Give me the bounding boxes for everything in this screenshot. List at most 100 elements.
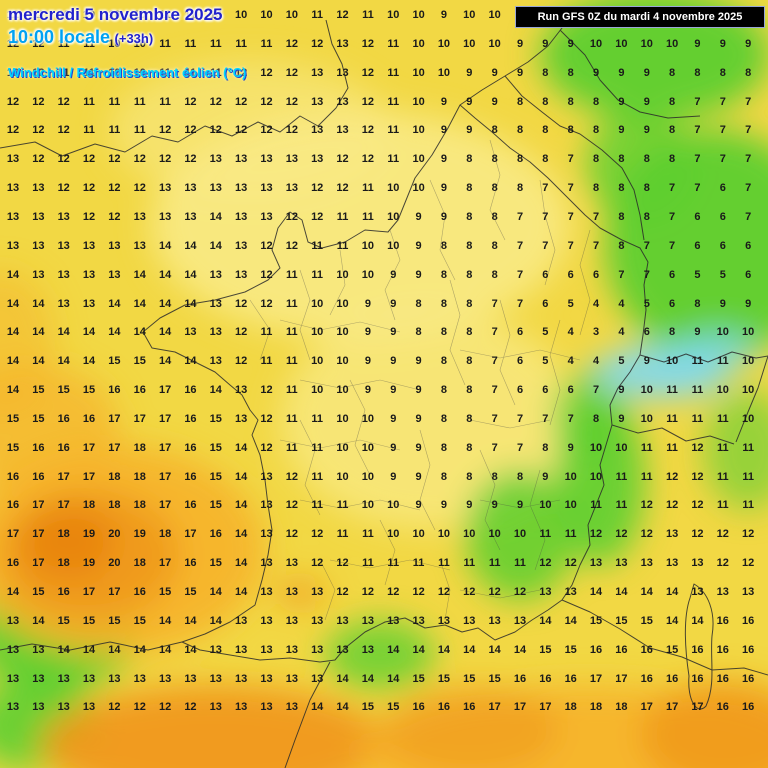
grid-value: 13 xyxy=(285,701,298,714)
grid-value: 13 xyxy=(57,297,70,310)
grid-value: 12 xyxy=(336,153,349,166)
grid-value: 13 xyxy=(463,614,476,627)
grid-value: 13 xyxy=(691,557,704,570)
grid-value: 9 xyxy=(440,124,447,137)
grid-value: 12 xyxy=(32,124,45,137)
grid-value: 14 xyxy=(184,268,197,281)
grid-value: 12 xyxy=(615,528,628,541)
grid-value: 10 xyxy=(412,95,425,108)
grid-value: 12 xyxy=(184,95,197,108)
grid-value: 15 xyxy=(589,614,603,627)
grid-value: 18 xyxy=(133,470,146,483)
grid-value: 10 xyxy=(412,182,425,195)
grid-value: 17 xyxy=(108,586,121,598)
grid-value: 11 xyxy=(362,557,374,570)
grid-value: 15 xyxy=(82,384,96,397)
grid-value: 13 xyxy=(311,672,324,685)
grid-value: 17 xyxy=(589,672,603,685)
grid-value: 19 xyxy=(82,557,96,570)
grid-value: 12 xyxy=(336,557,349,570)
grid-value: 13 xyxy=(285,586,298,598)
grid-value: 9 xyxy=(694,326,701,339)
grid-value: 12 xyxy=(57,95,70,108)
grid-value: 9 xyxy=(618,384,625,397)
grid-value: 10 xyxy=(387,239,400,252)
grid-value: 15 xyxy=(209,412,222,425)
grid-value: 16 xyxy=(640,672,653,685)
grid-value: 13 xyxy=(184,182,197,195)
grid-value: 15 xyxy=(108,355,121,368)
grid-value: 5 xyxy=(643,297,650,310)
grid-value: 12 xyxy=(108,182,121,195)
grid-value: 10 xyxy=(336,326,349,339)
grid-value: 7 xyxy=(516,210,524,223)
grid-value: 16 xyxy=(513,672,527,685)
grid-value: 8 xyxy=(466,412,473,425)
grid-value: 9 xyxy=(466,499,473,512)
grid-value: 18 xyxy=(133,441,146,454)
grid-value: 13 xyxy=(260,210,273,223)
grid-value: 13 xyxy=(108,239,121,252)
grid-value: 6 xyxy=(745,268,752,281)
grid-value: 16 xyxy=(184,412,197,425)
grid-value: 14 xyxy=(209,239,222,252)
grid-value: 11 xyxy=(666,412,678,425)
grid-value: 4 xyxy=(592,355,600,368)
grid-value: 13 xyxy=(615,557,628,570)
grid-value: 8 xyxy=(415,326,422,339)
grid-value: 11 xyxy=(311,9,324,21)
grid-value: 13 xyxy=(691,586,704,598)
grid-value: 12 xyxy=(336,9,349,21)
grid-value: 10 xyxy=(336,384,349,397)
grid-value: 16 xyxy=(412,701,425,714)
grid-value: 10 xyxy=(615,37,628,50)
grid-value: 12 xyxy=(32,66,45,79)
parameter-label: Windchill / Refroidissement éolien (°C) xyxy=(8,65,247,81)
grid-value: 12 xyxy=(260,297,273,310)
grid-value: 10 xyxy=(488,528,501,541)
grid-value: 12 xyxy=(285,95,298,108)
grid-value: 13 xyxy=(260,643,273,656)
grid-value: 8 xyxy=(592,124,600,137)
grid-value: 11 xyxy=(209,37,222,50)
grid-value: 13 xyxy=(665,528,679,541)
grid-value: 12 xyxy=(260,95,273,108)
grid-value: 17 xyxy=(158,470,172,483)
grid-value: 9 xyxy=(618,124,625,137)
grid-value: 13 xyxy=(285,153,298,166)
grid-value: 9 xyxy=(618,66,625,79)
grid-value: 9 xyxy=(491,499,498,512)
grid-value: 10 xyxy=(336,470,349,483)
grid-value: 10 xyxy=(412,153,425,166)
grid-value: 6 xyxy=(542,384,549,397)
color-scale-legend: -44-40-36-32-28-24-20-16-12-8-4024681014… xyxy=(0,700,768,768)
grid-value: 18 xyxy=(589,701,603,714)
grid-value: 15 xyxy=(361,701,375,714)
grid-value: 11 xyxy=(488,557,501,570)
grid-value: 17 xyxy=(108,412,121,425)
grid-value: 8 xyxy=(643,182,650,195)
grid-value: 10 xyxy=(463,528,476,541)
grid-value: 16 xyxy=(742,643,755,656)
grid-value: 14 xyxy=(336,672,349,685)
grid-value: 9 xyxy=(440,182,447,195)
grid-value: 14 xyxy=(209,384,222,397)
grid-value: 6 xyxy=(516,355,524,368)
grid-value: 11 xyxy=(83,66,95,79)
grid-value: 12 xyxy=(285,499,298,512)
grid-value: 7 xyxy=(592,210,600,223)
grid-value: 11 xyxy=(539,528,552,541)
grid-value: 7 xyxy=(516,268,524,281)
grid-value: 8 xyxy=(542,153,549,166)
grid-value: 13 xyxy=(311,95,324,108)
grid-value: 17 xyxy=(108,441,121,454)
grid-value: 10 xyxy=(133,37,146,50)
grid-value: 4 xyxy=(618,297,625,310)
grid-value: 9 xyxy=(415,239,422,252)
grid-value: 10 xyxy=(387,528,400,541)
grid-value: 15 xyxy=(6,441,20,454)
grid-value: 13 xyxy=(32,268,45,281)
grid-value: 13 xyxy=(82,672,96,685)
grid-value: 7 xyxy=(491,355,498,368)
grid-value: 11 xyxy=(387,66,400,79)
